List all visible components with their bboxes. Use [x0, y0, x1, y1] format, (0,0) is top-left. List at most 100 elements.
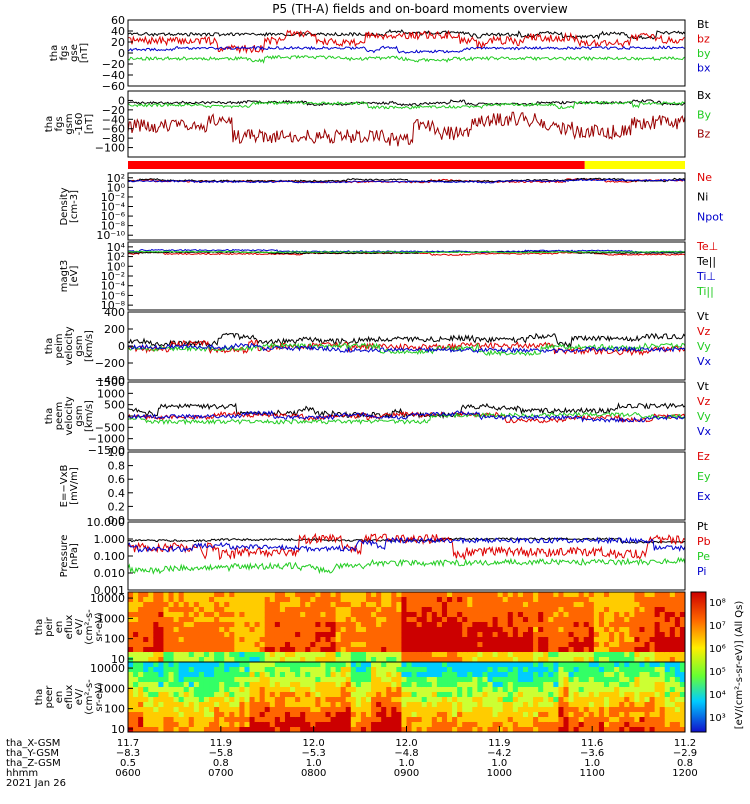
- heatmap-cell: [649, 727, 656, 732]
- heatmap-cell: [360, 697, 367, 703]
- heatmap-cell: [477, 622, 483, 628]
- heatmap-cell: [411, 717, 418, 723]
- heatmap-cell: [517, 652, 524, 658]
- heatmap-cell: [457, 692, 463, 698]
- heatmap-cell: [431, 662, 438, 668]
- heatmap-cell: [634, 637, 640, 643]
- y-axis-label: magt3[eV]: [59, 260, 80, 293]
- heatmap-cell: [472, 607, 478, 613]
- heatmap-cell: [421, 672, 428, 678]
- heatmap-cell: [219, 612, 225, 618]
- heatmap-cell: [340, 637, 347, 643]
- heatmap-cell: [679, 722, 685, 728]
- heatmap-cell: [477, 662, 483, 668]
- heatmap-cell: [619, 687, 625, 693]
- heatmap-cell: [517, 727, 524, 732]
- heatmap-cell: [426, 707, 433, 713]
- heatmap-cell: [290, 622, 296, 628]
- heatmap-cell: [396, 597, 402, 603]
- heatmap-cell: [477, 667, 483, 673]
- heatmap-cell: [411, 682, 418, 688]
- heatmap-cell: [325, 692, 332, 698]
- heatmap-cell: [487, 702, 494, 708]
- heatmap-cell: [371, 717, 377, 723]
- heatmap-cell: [274, 692, 281, 698]
- heatmap-cell: [543, 702, 549, 708]
- heatmap-cell: [583, 687, 590, 693]
- heatmap-cell: [295, 652, 301, 658]
- heatmap-cell: [512, 647, 519, 653]
- heatmap-cell: [538, 682, 544, 688]
- heatmap-cell: [492, 607, 499, 613]
- heatmap-cell: [163, 702, 170, 708]
- heatmap-cell: [482, 677, 489, 683]
- heatmap-cell: [598, 637, 605, 643]
- heatmap-cell: [396, 602, 402, 608]
- heatmap-cell: [431, 657, 438, 662]
- heatmap-cell: [214, 652, 220, 658]
- heatmap-cell: [133, 702, 139, 708]
- heatmap-cell: [381, 642, 387, 648]
- heatmap-cell: [376, 632, 382, 638]
- heatmap-cell: [163, 597, 170, 603]
- heatmap-cell: [254, 632, 261, 638]
- heatmap-cell: [654, 612, 661, 618]
- heatmap-cell: [224, 612, 230, 618]
- heatmap-cell: [502, 712, 509, 718]
- legend-Pt: Pt: [697, 520, 709, 533]
- heatmap-cell: [669, 637, 676, 643]
- heatmap-cell: [452, 597, 458, 603]
- heatmap-cell: [365, 687, 372, 693]
- heatmap-cell: [158, 682, 164, 688]
- heatmap-cell: [512, 597, 519, 603]
- heatmap-cell: [284, 672, 291, 678]
- heatmap-cell: [472, 642, 478, 648]
- heatmap-cell: [411, 627, 418, 633]
- heatmap-cell: [310, 662, 316, 668]
- heatmap-cell: [553, 712, 559, 718]
- heatmap-cell: [254, 697, 261, 703]
- heatmap-cell: [239, 692, 245, 698]
- heatmap-cell: [138, 687, 144, 693]
- heatmap-cell: [381, 717, 387, 723]
- heatmap-cell: [234, 652, 240, 658]
- heatmap-cell: [386, 677, 392, 683]
- time-row-value: 1.0: [306, 758, 322, 769]
- heatmap-cell: [472, 602, 478, 608]
- heatmap-cell: [153, 672, 159, 678]
- heatmap-cell: [558, 717, 564, 723]
- heatmap-cell: [482, 727, 489, 732]
- heatmap-cell: [224, 707, 230, 713]
- heatmap-cell: [679, 647, 685, 653]
- heatmap-cell: [335, 607, 342, 613]
- heatmap-cell: [315, 597, 321, 603]
- legend-Npot: Npot: [697, 210, 724, 223]
- heatmap-cell: [619, 717, 625, 723]
- heatmap-cell: [305, 622, 311, 628]
- heatmap-cell: [664, 727, 671, 732]
- heatmap-cell: [234, 667, 240, 673]
- heatmap-cell: [158, 727, 164, 732]
- heatmap-cell: [133, 652, 139, 658]
- heatmap-cell: [436, 697, 443, 703]
- heatmap-cell: [512, 607, 519, 613]
- heatmap-cell: [133, 637, 139, 643]
- heatmap-cell: [487, 692, 494, 698]
- heatmap-cell: [421, 592, 428, 598]
- y-tick-label: 0: [118, 94, 125, 107]
- heatmap-cell: [279, 622, 286, 628]
- series-line-Pb: [128, 532, 685, 561]
- heatmap-cell: [244, 667, 251, 673]
- heatmap-cell: [345, 712, 352, 718]
- heatmap-cell: [659, 707, 666, 713]
- heatmap-cell: [553, 722, 559, 728]
- heatmap-cell: [583, 722, 590, 728]
- heatmap-cell: [269, 632, 276, 638]
- heatmap-cell: [259, 677, 266, 683]
- heatmap-cell: [254, 712, 261, 718]
- heatmap-cell: [598, 727, 605, 732]
- y-tick-label: −20: [102, 104, 125, 117]
- heatmap-cell: [497, 707, 504, 713]
- heatmap-cell: [644, 657, 651, 662]
- heatmap-cell: [350, 642, 357, 648]
